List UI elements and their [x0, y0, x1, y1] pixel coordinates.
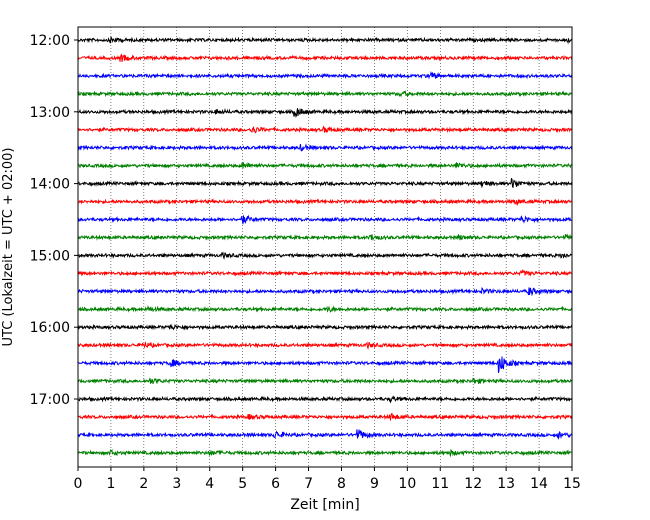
trace-1515 [77, 269, 573, 277]
x-axis-label: Zeit [min] [290, 497, 359, 513]
x-tick-label: 13 [497, 476, 515, 492]
y-axis-label: UTC (Lokalzeit = UTC + 02:00) [1, 148, 16, 347]
trace-1745 [77, 448, 573, 458]
x-tick-label: 2 [139, 476, 148, 492]
x-tick-label: 11 [431, 476, 449, 492]
trace-1215 [77, 53, 573, 62]
x-tick-label: 5 [238, 476, 247, 492]
trace-1415 [77, 198, 573, 207]
trace-1715 [77, 412, 573, 421]
trace-1430 [77, 214, 573, 225]
trace-1700 [77, 395, 573, 404]
trace-1630 [77, 356, 573, 373]
trace-1600 [77, 323, 573, 331]
trace-1500 [77, 251, 573, 260]
trace-1245 [77, 89, 573, 98]
y-tick-label: 14:00 [30, 177, 70, 193]
x-axis: 0 1 2 3 4 5 6 7 8 9 10 11 12 13 14 15 [74, 467, 581, 492]
x-tick-label: 3 [172, 476, 181, 492]
y-axis: 12:00 13:00 14:00 15:00 16:00 17:00 [30, 33, 78, 408]
x-tick-label: 12 [464, 476, 482, 492]
seismic-traces [77, 35, 573, 458]
trace-1730 [77, 429, 573, 441]
trace-1445 [77, 233, 573, 241]
x-tick-label: 14 [530, 476, 548, 492]
x-tick-label: 1 [106, 476, 115, 492]
x-tick-label: 0 [74, 476, 83, 492]
plot-frame [77, 26, 573, 468]
trace-1545 [77, 304, 573, 313]
trace-1315 [77, 125, 573, 134]
grid-lines [110, 27, 540, 467]
trace-1300 [77, 107, 573, 119]
y-tick-label: 17:00 [30, 392, 70, 408]
x-tick-label: 8 [337, 476, 346, 492]
y-tick-label: 13:00 [30, 105, 70, 121]
trace-1400 [77, 178, 573, 189]
x-tick-label: 15 [563, 476, 581, 492]
x-tick-label: 10 [398, 476, 416, 492]
y-tick-label: 15:00 [30, 248, 70, 264]
x-tick-label: 4 [205, 476, 214, 492]
trace-1530 [77, 287, 573, 297]
trace-1615 [77, 341, 573, 350]
trace-1645 [77, 377, 573, 385]
trace-1345 [77, 161, 573, 169]
x-tick-label: 9 [370, 476, 379, 492]
trace-1230 [77, 71, 573, 80]
trace-1330 [77, 143, 573, 152]
y-tick-label: 16:00 [30, 320, 70, 336]
x-tick-label: 7 [304, 476, 313, 492]
x-tick-label: 6 [271, 476, 280, 492]
y-tick-label: 12:00 [30, 33, 70, 49]
trace-1200 [77, 35, 573, 45]
